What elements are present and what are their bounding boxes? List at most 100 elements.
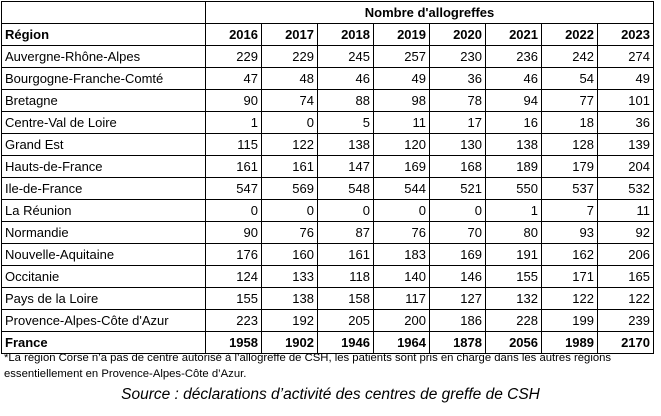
- value-cell: 74: [261, 89, 318, 112]
- value-cell: 122: [597, 287, 654, 310]
- region-name: Pays de la Loire: [1, 287, 206, 310]
- value-cell: 544: [373, 177, 430, 200]
- value-cell: 537: [541, 177, 598, 200]
- value-cell: 1: [205, 111, 262, 134]
- value-cell: 223: [205, 309, 262, 332]
- value-cell: 257: [373, 45, 430, 68]
- footnote: *La région Corse n’a pas de centre autor…: [4, 352, 612, 380]
- value-cell: 117: [373, 287, 430, 310]
- value-cell: 1: [485, 199, 542, 222]
- value-cell: 49: [373, 67, 430, 90]
- region-name: Provence-Alpes-Côte d'Azur: [1, 309, 206, 332]
- value-cell: 199: [541, 309, 598, 332]
- group-header-row: Nombre d'allogreffes: [1, 1, 654, 24]
- value-cell: 36: [597, 111, 654, 134]
- table-row: Bourgogne-Franche-Comté 47 48 46 49 36 46 54 49: [1, 67, 654, 90]
- value-cell: 90: [205, 89, 262, 112]
- value-cell: 161: [261, 155, 318, 178]
- year-header: 2020: [429, 23, 486, 46]
- value-cell: 90: [205, 221, 262, 244]
- year-header: 2021: [485, 23, 542, 46]
- year-header: 2023: [597, 23, 654, 46]
- year-header: 2018: [317, 23, 374, 46]
- value-cell: 168: [429, 155, 486, 178]
- value-cell: 118: [317, 265, 374, 288]
- value-cell: 132: [485, 287, 542, 310]
- value-cell: 88: [317, 89, 374, 112]
- value-cell: 161: [317, 243, 374, 266]
- total-cell: 1964: [373, 331, 430, 354]
- value-cell: 5: [317, 111, 374, 134]
- table-row: Pays de la Loire 155 138 158 117 127 132 122 122: [1, 287, 654, 310]
- region-name: Grand Est: [1, 133, 206, 156]
- value-cell: 192: [261, 309, 318, 332]
- value-cell: 46: [485, 67, 542, 90]
- value-cell: 0: [429, 199, 486, 222]
- value-cell: 130: [429, 133, 486, 156]
- year-header-row: Région 2016 2017 2018 2019 2020 2021 202…: [1, 23, 654, 46]
- value-cell: 169: [429, 243, 486, 266]
- value-cell: 229: [205, 45, 262, 68]
- value-cell: 176: [205, 243, 262, 266]
- value-cell: 242: [541, 45, 598, 68]
- table-row: Normandie 90 76 87 76 70 80 93 92: [1, 221, 654, 244]
- value-cell: 155: [485, 265, 542, 288]
- table-row: Occitanie 124 133 118 140 146 155 171 165: [1, 265, 654, 288]
- value-cell: 179: [541, 155, 598, 178]
- year-header: 2016: [205, 23, 262, 46]
- table-row: Centre-Val de Loire 1 0 5 11 17 16 18 36: [1, 111, 654, 134]
- value-cell: 46: [317, 67, 374, 90]
- empty-corner-cell: [1, 1, 206, 24]
- region-name: Nouvelle-Aquitaine: [1, 243, 206, 266]
- value-cell: 146: [429, 265, 486, 288]
- value-cell: 54: [541, 67, 598, 90]
- group-header: Nombre d'allogreffes: [205, 1, 654, 24]
- value-cell: 11: [373, 111, 430, 134]
- value-cell: 7: [541, 199, 598, 222]
- value-cell: 139: [597, 133, 654, 156]
- value-cell: 115: [205, 133, 262, 156]
- value-cell: 128: [541, 133, 598, 156]
- value-cell: 98: [373, 89, 430, 112]
- value-cell: 245: [317, 45, 374, 68]
- value-cell: 0: [205, 199, 262, 222]
- value-cell: 569: [261, 177, 318, 200]
- value-cell: 16: [485, 111, 542, 134]
- total-cell: 2056: [485, 331, 542, 354]
- value-cell: 158: [317, 287, 374, 310]
- region-name: Ile-de-France: [1, 177, 206, 200]
- value-cell: 165: [597, 265, 654, 288]
- value-cell: 183: [373, 243, 430, 266]
- region-name: Bretagne: [1, 89, 206, 112]
- value-cell: 94: [485, 89, 542, 112]
- value-cell: 147: [317, 155, 374, 178]
- value-cell: 47: [205, 67, 262, 90]
- value-cell: 204: [597, 155, 654, 178]
- value-cell: 0: [373, 199, 430, 222]
- value-cell: 155: [205, 287, 262, 310]
- value-cell: 186: [429, 309, 486, 332]
- year-header: 2019: [373, 23, 430, 46]
- value-cell: 550: [485, 177, 542, 200]
- value-cell: 228: [485, 309, 542, 332]
- value-cell: 48: [261, 67, 318, 90]
- value-cell: 229: [261, 45, 318, 68]
- total-label: France: [1, 331, 206, 354]
- value-cell: 0: [261, 199, 318, 222]
- value-cell: 169: [373, 155, 430, 178]
- region-name: Centre-Val de Loire: [1, 111, 206, 134]
- region-name: Hauts-de-France: [1, 155, 206, 178]
- table-row: Grand Est 115 122 138 120 130 138 128 139: [1, 133, 654, 156]
- region-name: Occitanie: [1, 265, 206, 288]
- value-cell: 78: [429, 89, 486, 112]
- value-cell: 547: [205, 177, 262, 200]
- allograft-table: Nombre d'allogreffes Région 2016 2017 20…: [1, 1, 654, 354]
- value-cell: 0: [317, 199, 374, 222]
- value-cell: 77: [541, 89, 598, 112]
- value-cell: 162: [541, 243, 598, 266]
- table-row: Provence-Alpes-Côte d'Azur 223 192 205 200 18…: [1, 309, 654, 332]
- region-name: Normandie: [1, 221, 206, 244]
- value-cell: 161: [205, 155, 262, 178]
- value-cell: 160: [261, 243, 318, 266]
- table-row: La Réunion 0 0 0 0 0 1 7 11: [1, 199, 654, 222]
